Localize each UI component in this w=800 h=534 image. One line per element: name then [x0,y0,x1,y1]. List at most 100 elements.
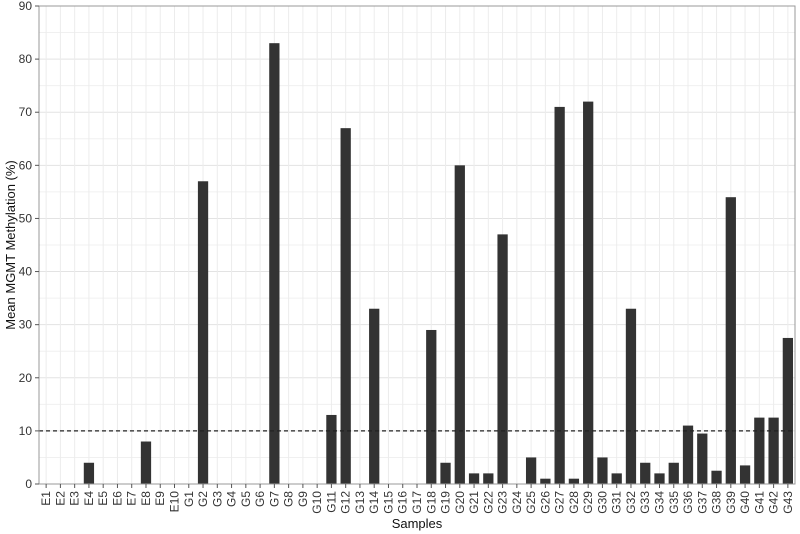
x-tick-label: G35 [667,491,681,514]
x-tick-label: G15 [381,491,395,514]
y-tick-label: 30 [19,318,33,332]
bar-G19 [440,462,451,484]
x-axis-ticks: E1 E2 E3 E4 E5 E6 E7 E8 E9 E10 G1 G2 G3 G4 G5 G6 G7 G8 G9 G… [39,484,795,514]
y-tick-label: 10 [19,424,33,438]
x-tick-label: G21 [467,491,481,514]
x-tick-label: G17 [410,491,424,514]
bar-G20 [454,165,465,485]
bar-G18 [426,329,437,484]
bar-G14 [369,308,380,484]
x-tick-label: E7 [125,491,139,506]
bar-G27 [554,106,565,485]
x-tick-label: G39 [724,491,738,514]
x-tick-label: E6 [110,491,124,506]
x-tick-label: E3 [68,491,82,506]
x-tick-label: G31 [610,491,624,514]
x-tick-label: G25 [524,491,538,514]
bar-G37 [697,433,708,484]
x-tick-label: E8 [139,491,153,506]
x-tick-label: E10 [168,491,182,513]
x-tick-label: E4 [82,491,96,506]
x-tick-label: G10 [310,491,324,514]
y-tick-label: 40 [19,265,33,279]
y-tick-label: 50 [19,211,33,225]
x-tick-label: G38 [710,491,724,514]
bar-G2 [197,181,209,484]
y-tick-label: 60 [19,158,33,172]
x-tick-label: G27 [553,491,567,514]
bar-G26 [540,478,551,484]
x-tick-label: G14 [367,491,381,514]
x-tick-label: E1 [39,491,53,506]
x-tick-label: G37 [695,491,709,514]
x-tick-label: G41 [752,491,766,514]
x-tick-label: G4 [225,491,239,507]
x-tick-label: G1 [182,491,196,507]
x-tick-label: G40 [738,491,752,514]
bar-G42 [768,417,779,484]
bar-G39 [725,197,736,484]
bar-G41 [754,417,765,484]
x-tick-label: E5 [96,491,110,506]
x-tick-label: G8 [282,491,296,507]
bar-G11 [326,414,337,484]
x-tick-label: G33 [638,491,652,514]
x-tick-label: G19 [439,491,453,514]
y-axis-title: Mean MGMT Methylation (%) [3,160,18,330]
bar-G32 [625,308,637,484]
bar-G12 [340,128,351,484]
bar-E4 [83,462,95,484]
x-tick-label: G6 [253,491,267,507]
y-axis-ticks: 0 10 20 30 40 50 60 70 80 90 [19,0,39,491]
x-tick-label: G5 [239,491,253,507]
x-tick-label: G3 [210,491,224,507]
bar-G33 [640,462,651,484]
bar-G29 [583,101,594,484]
y-tick-label: 90 [19,0,33,13]
x-tick-label: G22 [481,491,495,514]
x-tick-label: G26 [538,491,552,514]
grid [39,5,795,485]
x-tick-label: G23 [496,491,510,514]
x-tick-label: G30 [595,491,609,514]
x-tick-label: E9 [153,491,167,506]
bar-G7 [269,43,280,485]
x-tick-label: G43 [781,491,795,514]
y-tick-label: 20 [19,371,33,385]
x-tick-label: G34 [652,491,666,514]
bar-G34 [654,473,665,484]
x-tick-label: G16 [396,491,410,514]
x-tick-label: G29 [581,491,595,514]
bar-G22 [483,473,494,484]
bar-G28 [568,478,580,484]
bar-G30 [597,457,608,484]
bar-G21 [468,473,480,484]
x-tick-label: E2 [53,491,67,506]
bar-G38 [711,470,722,484]
bars [83,43,794,485]
x-tick-label: G2 [196,491,210,507]
x-tick-label: G42 [767,491,781,514]
x-tick-label: G24 [510,491,524,514]
bar-G25 [525,457,537,484]
x-tick-label: G13 [353,491,367,514]
bar-G40 [739,465,751,484]
x-tick-label: G36 [681,491,695,514]
x-axis-title: Samples [392,516,443,531]
x-tick-label: G11 [324,491,338,513]
bar-G35 [668,462,679,484]
y-tick-label: 70 [19,105,33,119]
x-tick-label: G18 [424,491,438,514]
x-tick-label: G32 [624,491,638,514]
x-tick-label: G20 [453,491,467,514]
y-tick-label: 0 [25,477,32,491]
x-tick-label: G7 [267,491,281,507]
bar-G23 [497,234,508,484]
x-tick-label: G9 [296,491,310,507]
bar-G31 [611,473,622,484]
bar-G43 [782,337,794,484]
x-tick-label: G28 [567,491,581,514]
bar-G36 [682,425,694,484]
y-tick-label: 80 [19,52,33,66]
